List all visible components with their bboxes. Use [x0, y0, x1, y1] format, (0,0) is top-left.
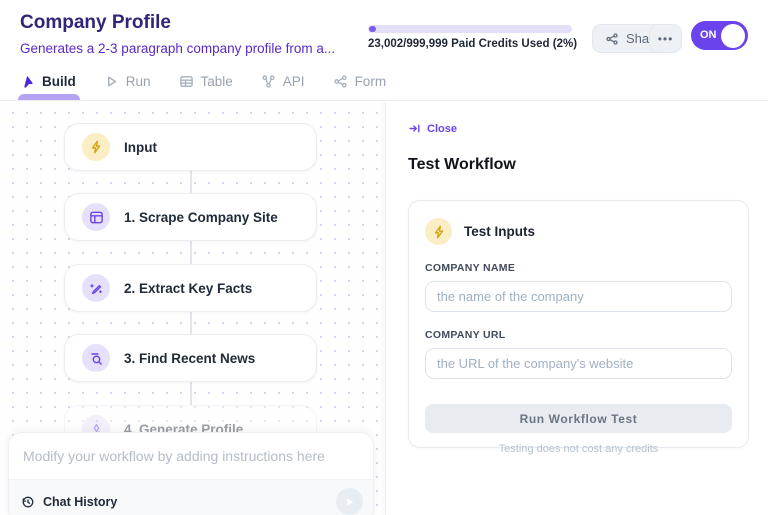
share-icon — [605, 32, 619, 46]
workflow-instructions-input[interactable] — [9, 433, 373, 479]
tab-table-label: Table — [200, 74, 233, 89]
active-tab-underline — [18, 94, 80, 100]
tab-api[interactable]: API — [261, 74, 305, 99]
node-label: 3. Find Recent News — [124, 350, 256, 366]
credits-text: 23,002/999,999 Paid Credits Used (2%) — [368, 38, 578, 50]
page-title: Company Profile — [20, 12, 171, 33]
history-icon — [21, 495, 35, 509]
tab-api-label: API — [282, 74, 305, 89]
node-scrape-company-site[interactable]: 1. Scrape Company Site — [64, 193, 317, 241]
panel-title: Test Workflow — [408, 156, 516, 173]
tab-bar: Build Run Table — [18, 74, 387, 100]
node-label: Input — [124, 139, 157, 155]
tab-build[interactable]: Build — [18, 74, 80, 100]
api-icon — [261, 74, 276, 89]
browser-icon — [82, 203, 110, 231]
node-input[interactable]: Input — [64, 123, 317, 171]
test-inputs-title: Test Inputs — [464, 224, 536, 239]
test-workflow-panel: Close Test Workflow Test Inputs COMPANY … — [385, 100, 768, 515]
toggle-on-label: ON — [700, 29, 717, 41]
node-find-recent-news[interactable]: 3. Find Recent News — [64, 334, 317, 382]
more-options-button[interactable]: ••• — [649, 24, 682, 53]
credits-progress-bar — [368, 25, 572, 33]
test-inputs-card: Test Inputs COMPANY NAME COMPANY URL Run… — [408, 200, 749, 455]
node-connector — [190, 312, 192, 334]
form-icon — [333, 74, 348, 89]
credits-usage: 23,002/999,999 Paid Credits Used (2%) — [368, 25, 578, 50]
tab-run-label: Run — [125, 74, 151, 89]
run-icon — [104, 74, 119, 89]
node-extract-key-facts[interactable]: 2. Extract Key Facts — [64, 264, 317, 312]
node-label: 2. Extract Key Facts — [124, 280, 253, 296]
company-url-label: COMPANY URL — [425, 329, 506, 341]
node-connector — [190, 241, 192, 264]
chat-footer: Chat History — [9, 479, 373, 515]
close-panel-button[interactable]: Close — [408, 122, 457, 135]
credits-progress-fill — [369, 26, 376, 32]
send-button[interactable] — [336, 488, 363, 515]
test-inputs-header: Test Inputs — [425, 218, 732, 245]
tab-form-label: Form — [354, 74, 387, 89]
company-name-label: COMPANY NAME — [425, 262, 516, 274]
lightning-icon — [82, 133, 110, 161]
copilot-chat-card: Chat History — [8, 432, 374, 515]
pen-sparkle-icon — [82, 274, 110, 302]
send-icon — [344, 496, 356, 508]
toggle-knob — [721, 23, 745, 48]
tab-table[interactable]: Table — [179, 74, 233, 99]
chat-history-label[interactable]: Chat History — [43, 494, 118, 509]
workflow-on-toggle[interactable]: ON — [691, 21, 748, 50]
run-workflow-test-button[interactable]: Run Workflow Test — [425, 404, 732, 433]
tab-build-label: Build — [42, 74, 76, 89]
close-label: Close — [427, 122, 457, 135]
page-subtitle: Generates a 2-3 paragraph company profil… — [20, 41, 336, 56]
collapse-right-icon — [408, 122, 421, 135]
company-name-field[interactable] — [425, 281, 732, 312]
table-icon — [179, 74, 194, 89]
search-icon — [82, 344, 110, 372]
node-label: 1. Scrape Company Site — [124, 209, 278, 225]
testing-note: Testing does not cost any credits — [498, 443, 659, 455]
tab-run[interactable]: Run — [104, 74, 151, 99]
lightning-icon — [425, 218, 452, 245]
header: Company Profile Generates a 2-3 paragrap… — [0, 0, 768, 101]
node-connector — [190, 171, 192, 193]
tab-form[interactable]: Form — [333, 74, 387, 99]
build-icon — [20, 74, 35, 89]
company-url-field[interactable] — [425, 348, 732, 379]
node-connector — [190, 382, 192, 405]
ellipsis-icon: ••• — [657, 31, 674, 46]
